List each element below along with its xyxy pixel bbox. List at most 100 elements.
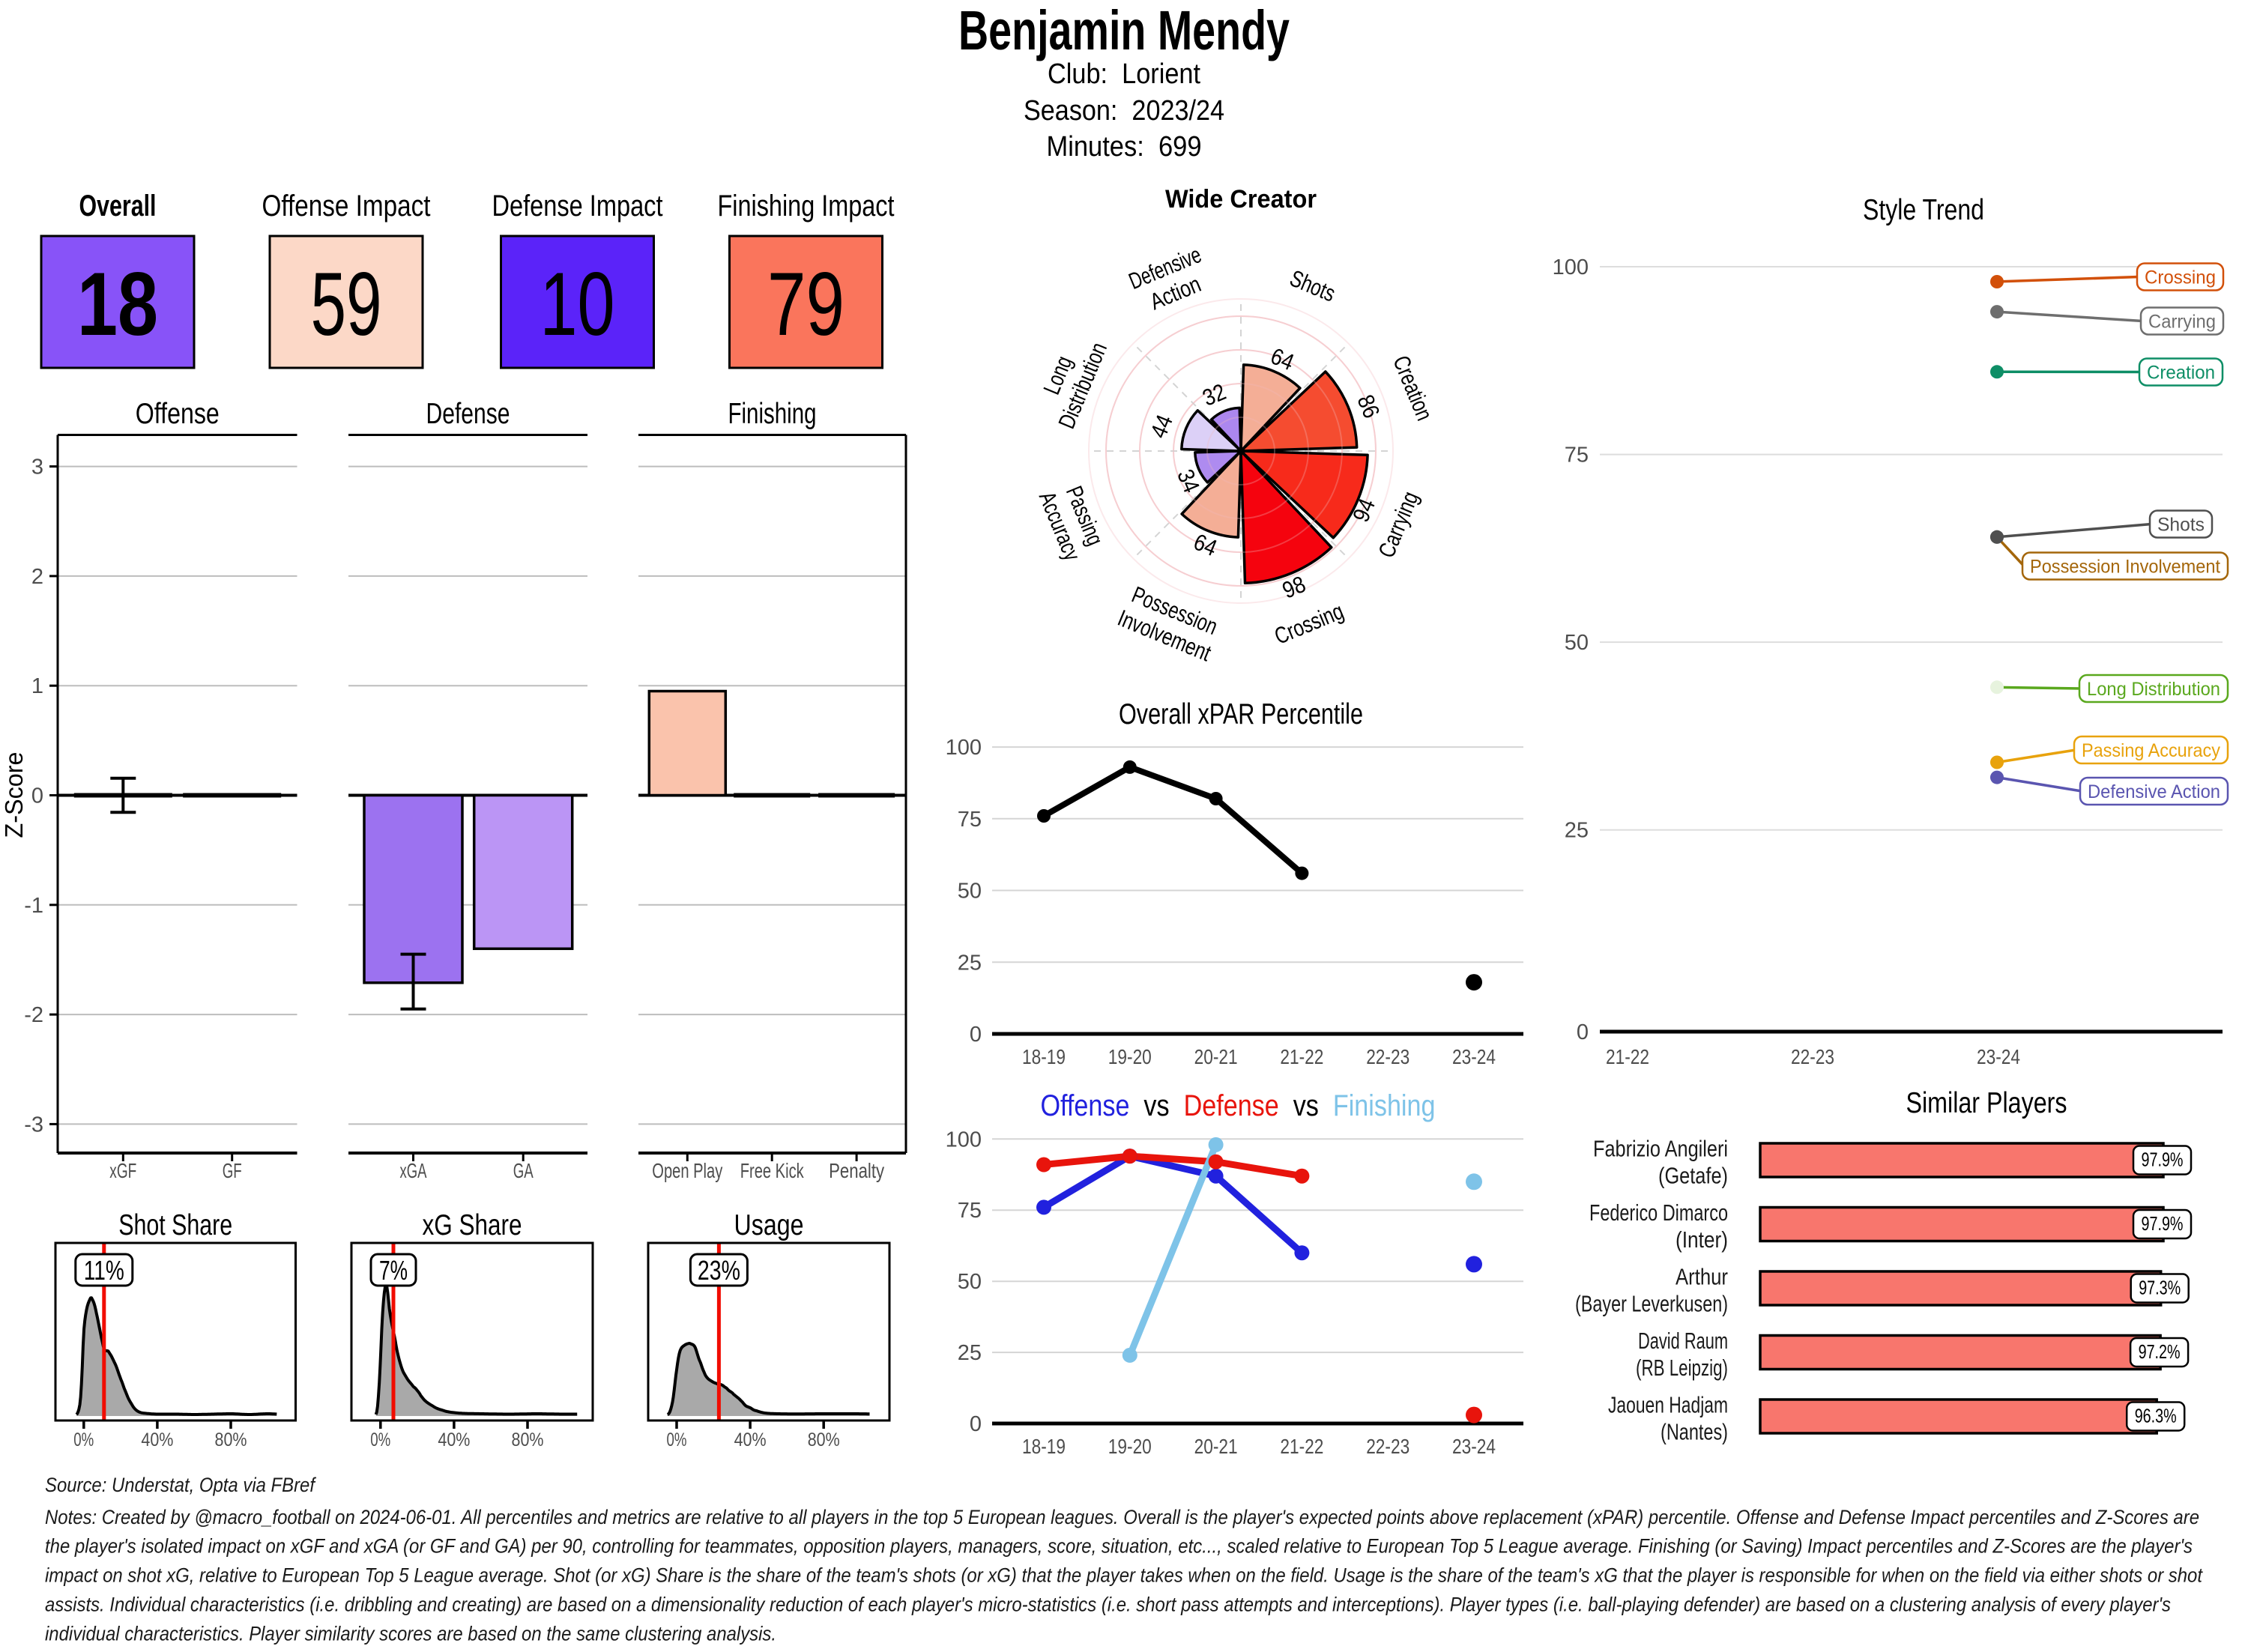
svg-text:97.9%: 97.9% (2142, 1149, 2184, 1171)
svg-text:23%: 23% (698, 1255, 740, 1286)
svg-text:80%: 80% (512, 1429, 544, 1450)
svg-text:Free Kick: Free Kick (740, 1159, 805, 1182)
svg-text:Passing Accuracy: Passing Accuracy (2082, 740, 2220, 761)
svg-text:79: 79 (767, 254, 844, 354)
svg-text:21-22: 21-22 (1280, 1435, 1323, 1458)
svg-text:Crossing: Crossing (2145, 267, 2216, 288)
svg-text:Notes: Created by @macro_footb: Notes: Created by @macro_football on 202… (45, 1506, 2199, 1528)
svg-text:(Nantes): (Nantes) (1661, 1419, 1728, 1445)
svg-text:23-24: 23-24 (1977, 1045, 2020, 1068)
svg-text:Possession Involvement: Possession Involvement (2030, 557, 2220, 578)
svg-text:xGA: xGA (400, 1159, 427, 1182)
svg-text:18-19: 18-19 (1022, 1435, 1066, 1458)
svg-text:Long Distribution: Long Distribution (2087, 679, 2220, 700)
svg-text:96.3%: 96.3% (2135, 1405, 2177, 1427)
svg-text:Benjamin Mendy: Benjamin Mendy (958, 0, 1290, 61)
svg-text:Overall xPAR Percentile: Overall xPAR Percentile (1119, 698, 1363, 730)
svg-text:20-21: 20-21 (1194, 1045, 1238, 1068)
svg-text:25: 25 (958, 951, 982, 975)
svg-text:Source: Understat, Opta via FB: Source: Understat, Opta via FBref (45, 1474, 316, 1496)
svg-text:Shot Share: Shot Share (118, 1209, 232, 1241)
svg-text:97.2%: 97.2% (2139, 1340, 2181, 1363)
svg-text:Minutes: 699: Minutes: 699 (1047, 131, 1202, 163)
svg-text:Usage: Usage (734, 1209, 804, 1241)
svg-text:18: 18 (77, 254, 158, 354)
svg-text:-1: -1 (24, 894, 43, 918)
svg-text:11%: 11% (84, 1255, 124, 1286)
svg-text:40%: 40% (438, 1429, 470, 1450)
svg-text:23-24: 23-24 (1452, 1435, 1496, 1458)
svg-text:-3: -3 (24, 1113, 43, 1137)
svg-text:GA: GA (513, 1159, 534, 1182)
svg-text:GF: GF (223, 1159, 242, 1182)
svg-text:Fabrizio Angileri: Fabrizio Angileri (1593, 1136, 1728, 1162)
svg-text:59: 59 (311, 254, 382, 354)
svg-text:Open Play: Open Play (652, 1159, 722, 1182)
svg-text:Shots: Shots (2157, 515, 2205, 536)
svg-text:100: 100 (946, 1128, 982, 1152)
svg-text:75: 75 (958, 808, 982, 832)
svg-text:100: 100 (946, 736, 982, 760)
svg-text:Style Trend: Style Trend (1863, 194, 1984, 226)
svg-text:22-23: 22-23 (1366, 1045, 1409, 1068)
svg-text:19-20: 19-20 (1108, 1045, 1152, 1068)
svg-text:0%: 0% (370, 1429, 390, 1450)
svg-text:18-19: 18-19 (1022, 1045, 1066, 1068)
svg-text:0: 0 (970, 1023, 982, 1047)
svg-text:(RB Leipzig): (RB Leipzig) (1636, 1355, 1728, 1381)
svg-text:22-23: 22-23 (1366, 1435, 1409, 1458)
svg-text:xGF: xGF (109, 1159, 136, 1182)
svg-text:25: 25 (1565, 819, 1589, 843)
svg-text:Arthur: Arthur (1676, 1264, 1728, 1290)
svg-text:Similar Players: Similar Players (1906, 1087, 2067, 1119)
svg-text:Season: 2023/24: Season: 2023/24 (1024, 95, 1224, 127)
svg-text:100: 100 (1553, 255, 1589, 279)
svg-text:(Getafe): (Getafe) (1658, 1163, 1728, 1189)
svg-text:21-22: 21-22 (1606, 1045, 1649, 1068)
svg-text:Overall: Overall (79, 190, 157, 223)
svg-text:David Raum: David Raum (1638, 1328, 1728, 1354)
svg-text:0: 0 (1577, 1020, 1589, 1044)
svg-text:Wide Creator: Wide Creator (1165, 185, 1317, 214)
svg-text:97.3%: 97.3% (2139, 1277, 2181, 1299)
svg-text:22-23: 22-23 (1791, 1045, 1834, 1068)
svg-text:97.9%: 97.9% (2142, 1212, 2184, 1235)
svg-text:0: 0 (970, 1412, 982, 1436)
svg-text:1: 1 (31, 674, 43, 698)
svg-text:the player's isolated impact o: the player's isolated impact on xGF and … (45, 1535, 2193, 1558)
svg-text:assists. Individual characteri: assists. Individual characteristics (i.e… (45, 1594, 2171, 1616)
svg-text:80%: 80% (808, 1429, 840, 1450)
svg-text:0: 0 (31, 784, 43, 808)
svg-text:3: 3 (31, 456, 43, 479)
svg-text:40%: 40% (141, 1429, 173, 1450)
svg-text:(Bayer Leverkusen): (Bayer Leverkusen) (1575, 1291, 1728, 1317)
svg-text:Penalty: Penalty (829, 1159, 884, 1182)
svg-text:0%: 0% (667, 1429, 687, 1450)
svg-text:50: 50 (958, 880, 982, 904)
svg-text:40%: 40% (734, 1429, 767, 1450)
svg-text:Offense vs Defense vs Fini: Offense vs Defense vs Finishing (1041, 1089, 1436, 1122)
svg-text:Carrying: Carrying (2148, 312, 2216, 333)
svg-text:(Inter): (Inter) (1676, 1226, 1728, 1253)
svg-text:Offense: Offense (136, 398, 220, 430)
svg-text:Defense Impact: Defense Impact (492, 190, 663, 223)
svg-text:Defensive Action: Defensive Action (2088, 781, 2220, 802)
svg-text:Federico Dimarco: Federico Dimarco (1589, 1199, 1728, 1226)
svg-text:Offense Impact: Offense Impact (262, 190, 431, 223)
svg-text:Finishing: Finishing (728, 398, 817, 430)
svg-text:23-24: 23-24 (1452, 1045, 1496, 1068)
svg-text:10: 10 (540, 254, 615, 354)
svg-text:0%: 0% (73, 1429, 94, 1450)
svg-text:impact on shot xG, relative to: impact on shot xG, relative to European … (45, 1564, 2203, 1587)
svg-text:25: 25 (958, 1341, 982, 1365)
svg-text:xG Share: xG Share (423, 1209, 522, 1241)
svg-text:75: 75 (1565, 444, 1589, 468)
svg-text:50: 50 (1565, 631, 1589, 655)
svg-text:Creation: Creation (2147, 363, 2215, 384)
svg-text:7%: 7% (379, 1255, 408, 1286)
svg-text:19-20: 19-20 (1108, 1435, 1152, 1458)
svg-text:Finishing Impact: Finishing Impact (718, 190, 895, 223)
svg-text:75: 75 (958, 1199, 982, 1223)
svg-text:2: 2 (31, 565, 43, 589)
svg-text:individual characteristics. Pl: individual characteristics. Player simil… (45, 1623, 776, 1645)
